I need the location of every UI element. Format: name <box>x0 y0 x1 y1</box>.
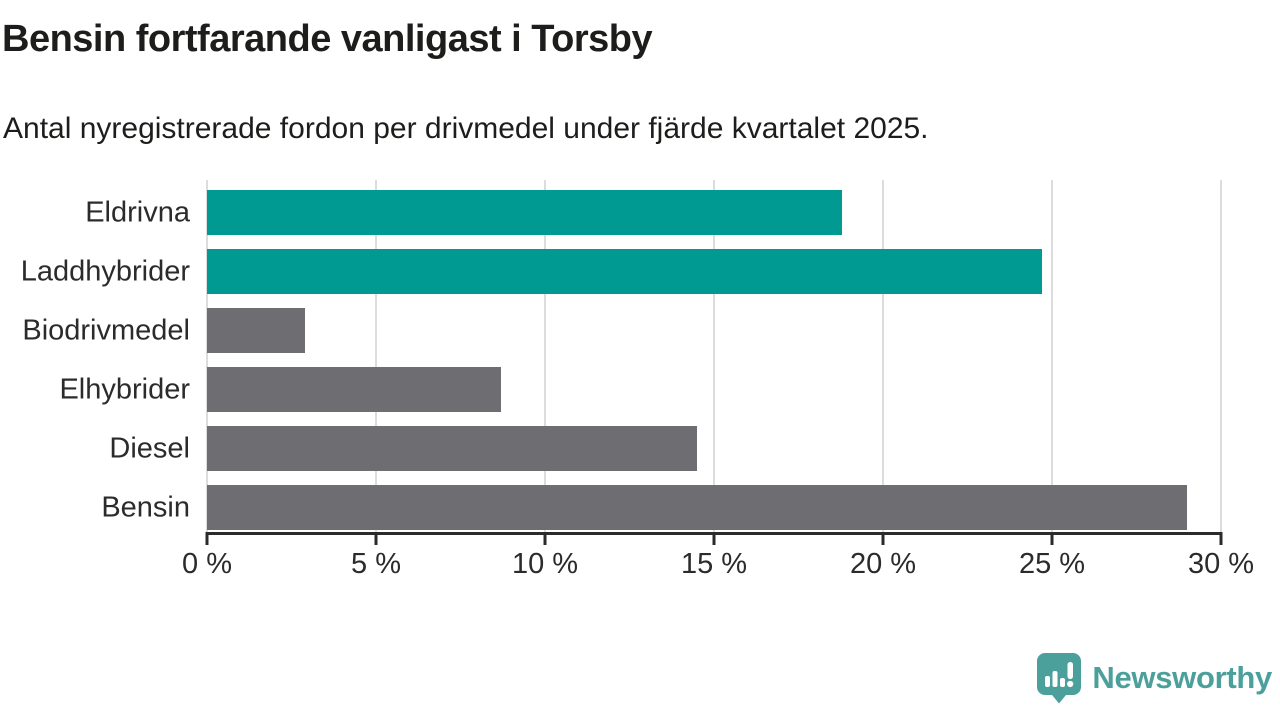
x-tick-label: 20 % <box>849 548 917 580</box>
gridline <box>713 180 715 532</box>
chart-title: Bensin fortfarande vanligast i Torsby <box>2 18 653 60</box>
x-tick-label: 15 % <box>680 548 748 580</box>
bar <box>207 367 502 412</box>
axis-tick <box>1050 532 1054 545</box>
axis-tick <box>1219 532 1223 545</box>
bar <box>207 426 698 471</box>
axis-tick <box>881 532 885 545</box>
gridline <box>1220 180 1222 532</box>
axis-tick <box>205 532 209 545</box>
bar <box>207 308 306 353</box>
gridline <box>1051 180 1053 532</box>
category-label: Eldrivna <box>85 196 190 228</box>
bar <box>207 190 843 235</box>
newsworthy-logo-text: Newsworthy <box>1092 660 1272 695</box>
gridline <box>206 180 208 532</box>
x-tick-label: 10 % <box>511 548 579 580</box>
category-label: Diesel <box>109 432 190 464</box>
bar <box>207 249 1042 294</box>
axis-tick <box>374 532 378 545</box>
category-label: Laddhybrider <box>20 255 190 287</box>
chart-subtitle: Antal nyregistrerade fordon per drivmede… <box>3 112 929 145</box>
gridline <box>544 180 546 532</box>
axis-tick <box>543 532 547 545</box>
newsworthy-logo: Newsworthy <box>1036 652 1272 704</box>
gridline <box>882 180 884 532</box>
x-tick-label: 25 % <box>1018 548 1086 580</box>
category-label: Bensin <box>101 491 190 523</box>
category-label: Elhybrider <box>59 373 190 405</box>
gridline <box>375 180 377 532</box>
x-tick-label: 0 % <box>182 548 232 580</box>
x-tick-label: 5 % <box>351 548 401 580</box>
bar-chart-plot-area: 0 % 5 % 10 % 15 % 20 % 25 % 30 % Eldrivna Laddhy… <box>21 180 1254 580</box>
bar <box>207 485 1188 530</box>
newsworthy-logo-icon <box>1036 652 1082 704</box>
x-axis-line <box>207 532 1221 535</box>
axis-tick <box>712 532 716 545</box>
x-tick-label: 30 % <box>1187 548 1255 580</box>
category-label: Biodrivmedel <box>22 314 190 346</box>
